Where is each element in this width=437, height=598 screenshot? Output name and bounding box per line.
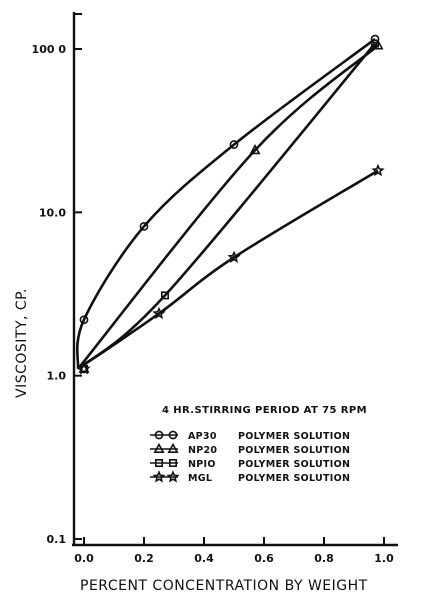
legend-item-npio: NPIO POLYMER SOLUTION [150,458,350,470]
data-point-np20 [372,39,384,50]
legend-marker-np20 [153,442,165,454]
legend-marker-ap30 [168,430,178,440]
x-tick-label: 1.0 [374,552,394,565]
legend-series-label: POLYMER SOLUTION [238,473,350,484]
series-markers [77,34,385,375]
legend-item-ap30: AP30 POLYMER SOLUTION [150,430,350,442]
x-tick-label: 0.6 [254,552,274,565]
legend-marker-ap30 [154,430,164,440]
x-tick-label: 0.0 [74,552,94,565]
series-line-npio [77,42,376,370]
legend-series-label: POLYMER SOLUTION [238,431,350,442]
data-point-npio [370,39,379,48]
data-point-ap30 [139,222,149,231]
legend-series-label: POLYMER SOLUTION [238,445,350,456]
x-tick-label: 0.4 [194,552,214,565]
legend-series-name: NP20 [188,445,217,456]
y-tick-label: 100 0 [32,43,67,56]
legend-series-name: MGL [188,473,212,484]
x-tick-label: 0.2 [134,552,154,565]
legend-marker-mgl [166,470,180,483]
y-tick-label: 1.0 [47,370,67,383]
y-axis-title: VISCOSITY, CP. [14,288,30,398]
data-point-ap30 [79,315,89,325]
legend-marker-npio [169,458,178,467]
x-tick-label: 0.8 [314,552,334,565]
y-tick-label: 0.1 [47,533,67,546]
x-axis-title: PERCENT CONCENTRATION BY WEIGHT [80,578,368,594]
y-axis-ticks: 0.1 1.0 10.0 100 0 [32,13,82,546]
legend-item-mgl: MGL POLYMER SOLUTION [150,470,350,484]
data-point-np20 [249,144,261,155]
data-point-npio [161,291,170,300]
legend-item-np20: NP20 POLYMER SOLUTION [150,442,350,456]
legend-series-name: NPIO [188,459,216,470]
legend-marker-np20 [167,442,179,454]
legend: AP30 POLYMER SOLUTION NP20 POLYMER SOLUTION… [150,430,350,484]
y-tick-label: 10.0 [39,206,66,219]
series-line-ap30 [75,38,376,370]
series-line-mgl [77,169,379,370]
legend-marker-npio [155,458,164,467]
series-line-np20 [76,44,379,370]
legend-marker-mgl [152,470,166,483]
legend-series-label: POLYMER SOLUTION [238,459,350,470]
x-axis-ticks: 0.0 0.2 0.4 0.6 0.8 1.0 [74,537,394,565]
data-point-ap30 [229,140,239,149]
data-point-mgl [371,163,385,177]
legend-series-name: AP30 [188,431,217,442]
stirring-note: 4 HR.STIRRING PERIOD AT 75 RPM [162,405,367,416]
data-point-mgl [152,306,166,320]
data-point-mgl [77,362,91,375]
series-curves [75,38,379,370]
data-point-ap30 [370,34,380,44]
data-point-mgl [227,250,241,264]
